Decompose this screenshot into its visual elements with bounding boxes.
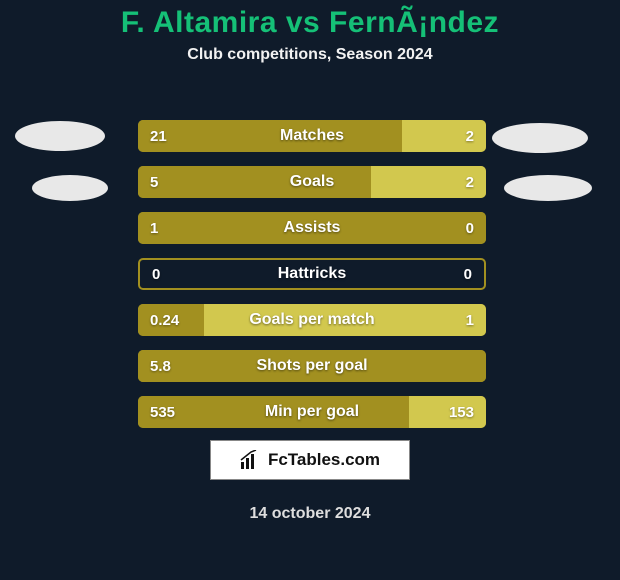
bar-left-fill bbox=[138, 350, 486, 382]
stat-row: 0.241Goals per match bbox=[138, 304, 486, 336]
stat-value-left: 0 bbox=[140, 260, 172, 288]
stat-value-left: 0.24 bbox=[138, 304, 191, 336]
stat-value-right: 2 bbox=[454, 166, 486, 198]
stat-value-right: 0 bbox=[454, 212, 486, 244]
logo-icon bbox=[240, 450, 262, 470]
stat-row: 5.8Shots per goal bbox=[138, 350, 486, 382]
stat-row: 535153Min per goal bbox=[138, 396, 486, 428]
bar-left-fill bbox=[138, 166, 371, 198]
page-title: F. Altamira vs FernÃ¡ndez bbox=[0, 0, 620, 40]
avatar-right-top bbox=[492, 123, 588, 153]
bar-right-fill bbox=[204, 304, 486, 336]
stat-row: 52Goals bbox=[138, 166, 486, 198]
stat-value-right: 0 bbox=[452, 260, 484, 288]
bar-left-fill bbox=[138, 212, 486, 244]
stat-value-right: 153 bbox=[437, 396, 486, 428]
avatar-left-bottom bbox=[32, 175, 108, 201]
stats-bars: 212Matches52Goals10Assists00Hattricks0.2… bbox=[138, 120, 486, 442]
avatar-left-top bbox=[15, 121, 105, 151]
date-text: 14 october 2024 bbox=[0, 505, 620, 523]
avatar-right-bottom bbox=[504, 175, 592, 201]
comparison-infographic: F. Altamira vs FernÃ¡ndez Club competiti… bbox=[0, 0, 620, 580]
stat-value-right: 1 bbox=[454, 304, 486, 336]
logo-text: FcTables.com bbox=[268, 450, 380, 470]
stat-value-left: 1 bbox=[138, 212, 170, 244]
stat-value-left: 535 bbox=[138, 396, 187, 428]
stat-row: 10Assists bbox=[138, 212, 486, 244]
logo-box: FcTables.com bbox=[210, 440, 410, 480]
stat-value-right: 2 bbox=[454, 120, 486, 152]
stat-row: 212Matches bbox=[138, 120, 486, 152]
stat-value-left: 21 bbox=[138, 120, 179, 152]
page-subtitle: Club competitions, Season 2024 bbox=[0, 46, 620, 64]
stat-row: 00Hattricks bbox=[138, 258, 486, 290]
stat-value-left: 5.8 bbox=[138, 350, 183, 382]
stat-value-left: 5 bbox=[138, 166, 170, 198]
